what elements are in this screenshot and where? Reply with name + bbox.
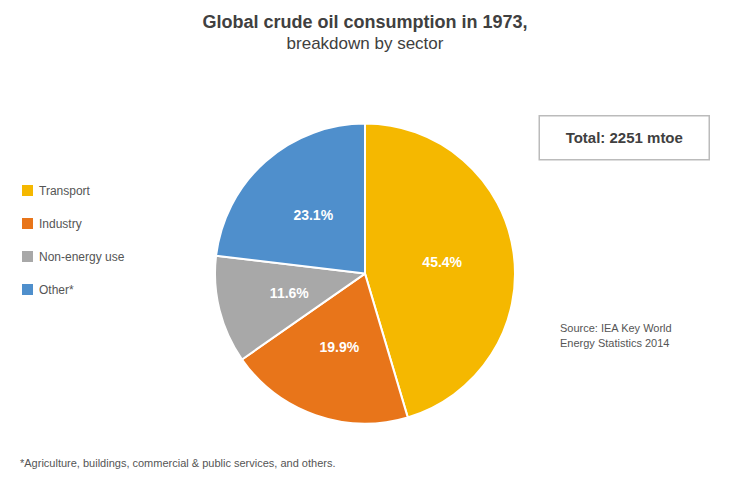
svg-text:Source: IEA Key World: Source: IEA Key World: [560, 322, 672, 334]
svg-text:Energy Statistics 2014: Energy Statistics 2014: [560, 337, 669, 349]
svg-text:Other*: Other*: [39, 283, 74, 297]
svg-text:Industry: Industry: [39, 217, 82, 231]
svg-text:breakdown by sector: breakdown by sector: [287, 34, 444, 53]
svg-text:*Agriculture, buildings, comme: *Agriculture, buildings, commercial & pu…: [20, 457, 335, 469]
svg-text:23.1%: 23.1%: [293, 207, 333, 223]
svg-text:45.4%: 45.4%: [422, 254, 462, 270]
svg-text:11.6%: 11.6%: [270, 285, 309, 301]
svg-text:Total: 2251 mtoe: Total: 2251 mtoe: [566, 129, 683, 146]
svg-text:19.9%: 19.9%: [319, 339, 359, 355]
svg-text:Transport: Transport: [39, 184, 91, 198]
svg-text:Global crude oil consumption i: Global crude oil consumption in 1973,: [202, 12, 527, 32]
svg-text:Non-energy use: Non-energy use: [39, 250, 125, 264]
